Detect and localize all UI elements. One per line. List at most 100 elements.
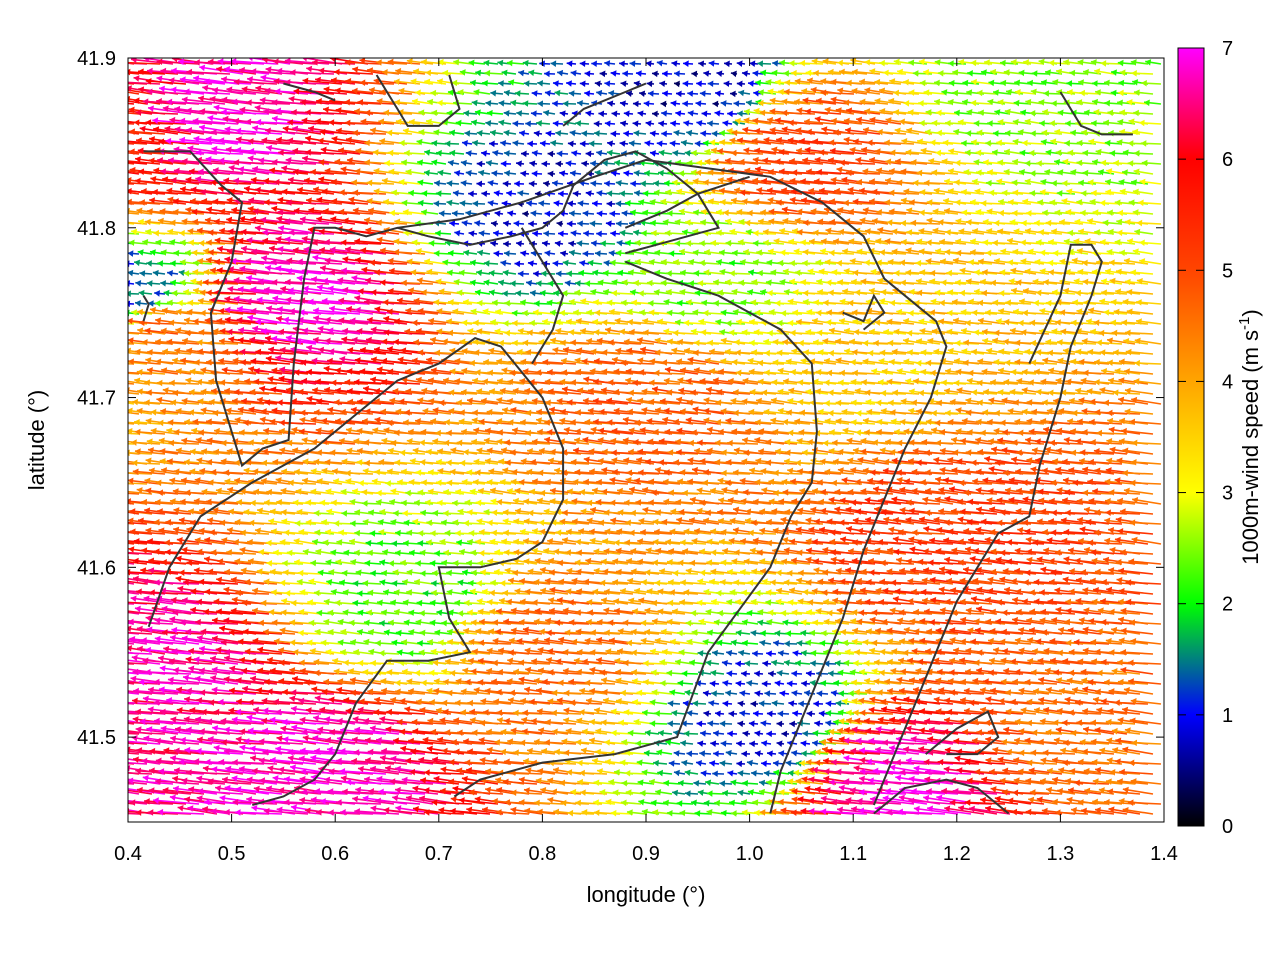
wind-arrow-head (908, 309, 914, 317)
wind-arrow-head (582, 210, 589, 217)
wind-arrow-head (476, 328, 483, 335)
wind-arrow-shaft (145, 121, 187, 125)
wind-arrow-head (260, 74, 267, 82)
wind-arrow-head (209, 95, 216, 103)
wind-arrow-head (750, 299, 757, 306)
wind-arrow-head (566, 60, 573, 67)
wind-arrow-head (654, 249, 661, 257)
wind-arrow-head (754, 147, 761, 155)
wind-arrow-head (836, 166, 843, 174)
wind-arrow-head (198, 95, 205, 102)
wind-arrow-head (568, 90, 575, 97)
wind-arrow-head (1081, 129, 1088, 136)
wind-arrow-head (373, 188, 380, 195)
wind-arrow-head (619, 60, 625, 68)
wind-arrow-head (730, 90, 736, 98)
wind-arrow-head (401, 199, 408, 207)
wind-arrow-head (355, 147, 362, 155)
wind-arrow-head (707, 120, 713, 127)
wind-arrow-head (317, 137, 324, 145)
wind-arrow-head (719, 198, 726, 206)
wind-arrow-head (849, 146, 856, 154)
wind-arrow-head (610, 230, 617, 237)
wind-arrow-head (658, 169, 664, 177)
wind-arrow-head (393, 238, 400, 245)
wind-arrow-head (1133, 109, 1139, 117)
wind-arrow-head (456, 289, 463, 296)
wind-arrow-head (1038, 99, 1045, 106)
wind-arrow-head (669, 140, 676, 147)
wind-arrow-head (1038, 58, 1045, 66)
wind-arrow-head (971, 309, 978, 317)
wind-arrow-head (438, 210, 445, 217)
wind-arrow-head (675, 110, 682, 117)
wind-arrow-head (829, 147, 836, 155)
wind-arrow-shaft (226, 88, 270, 95)
wind-arrow-head (535, 369, 542, 376)
wind-arrow-head (640, 180, 646, 187)
wind-arrow-head (836, 259, 842, 267)
wind-arrow-head (1132, 79, 1139, 86)
wind-arrow-head (406, 58, 413, 65)
wind-arrow-head (751, 349, 758, 356)
wind-arrow-shaft (351, 89, 387, 95)
wind-arrow-head (146, 88, 153, 96)
wind-arrow-head (1119, 109, 1126, 116)
wind-arrow-head (166, 187, 173, 195)
wind-arrow-head (292, 147, 299, 155)
wind-arrow-head (352, 66, 359, 73)
wind-arrow-head (1144, 99, 1150, 107)
wind-arrow-head (128, 187, 132, 195)
wind-arrow-head (203, 279, 209, 286)
wind-arrow-head (254, 186, 261, 194)
wind-arrow-head (973, 158, 980, 166)
wind-arrow-shaft (162, 107, 205, 115)
wind-arrow-shaft (152, 119, 200, 125)
wind-arrow-head (1082, 259, 1088, 267)
wind-arrow-head (1063, 58, 1070, 66)
wind-arrow-head (302, 77, 309, 85)
wind-arrow-head (519, 130, 526, 137)
wind-arrow-head (417, 179, 424, 186)
wind-arrow-head (678, 170, 685, 177)
wind-arrow-head (271, 205, 278, 213)
wind-arrow-head (120, 138, 126, 145)
wind-arrow-head (1139, 239, 1145, 247)
wind-arrow-head (704, 148, 711, 156)
wind-arrow-head (802, 219, 809, 227)
wind-arrow-head (806, 77, 813, 84)
wind-arrow-head (487, 199, 494, 207)
wind-arrow-head (431, 159, 438, 166)
wind-arrow-head (804, 146, 811, 154)
wind-arrow-head (156, 97, 162, 105)
wind-arrow-head (255, 85, 262, 92)
wind-arrow-head (460, 159, 467, 167)
wind-arrow-head (923, 89, 930, 96)
wind-arrow-shaft (181, 98, 226, 105)
wind-arrow-head (345, 77, 352, 85)
wind-arrow-head (592, 318, 599, 326)
wind-arrow-head (966, 109, 973, 116)
wind-arrow-head (1059, 218, 1065, 226)
wind-arrow-head (992, 239, 998, 247)
wind-arrow-shaft (168, 79, 213, 85)
wind-arrow-head (393, 338, 399, 346)
wind-arrow-head (491, 170, 498, 177)
wind-arrow-head (712, 158, 719, 166)
wind-arrow-head (1076, 198, 1083, 206)
wind-arrow-head (607, 140, 614, 147)
wind-arrow-head (1024, 178, 1031, 185)
wind-arrow-head (719, 249, 725, 256)
wind-arrow-head (274, 88, 281, 95)
wind-arrow-head (398, 178, 405, 186)
wind-arrow-shaft (164, 127, 205, 135)
wind-arrow-head (533, 270, 539, 278)
wind-arrow-head (166, 98, 173, 106)
wind-arrow-head (942, 139, 949, 147)
wind-arrow-head (449, 129, 456, 137)
wind-arrow-head (579, 140, 586, 148)
wind-arrow-shaft (231, 208, 270, 215)
wind-arrow-head (661, 130, 667, 138)
wind-arrow-head (794, 98, 800, 106)
wind-arrow-head (437, 58, 444, 66)
